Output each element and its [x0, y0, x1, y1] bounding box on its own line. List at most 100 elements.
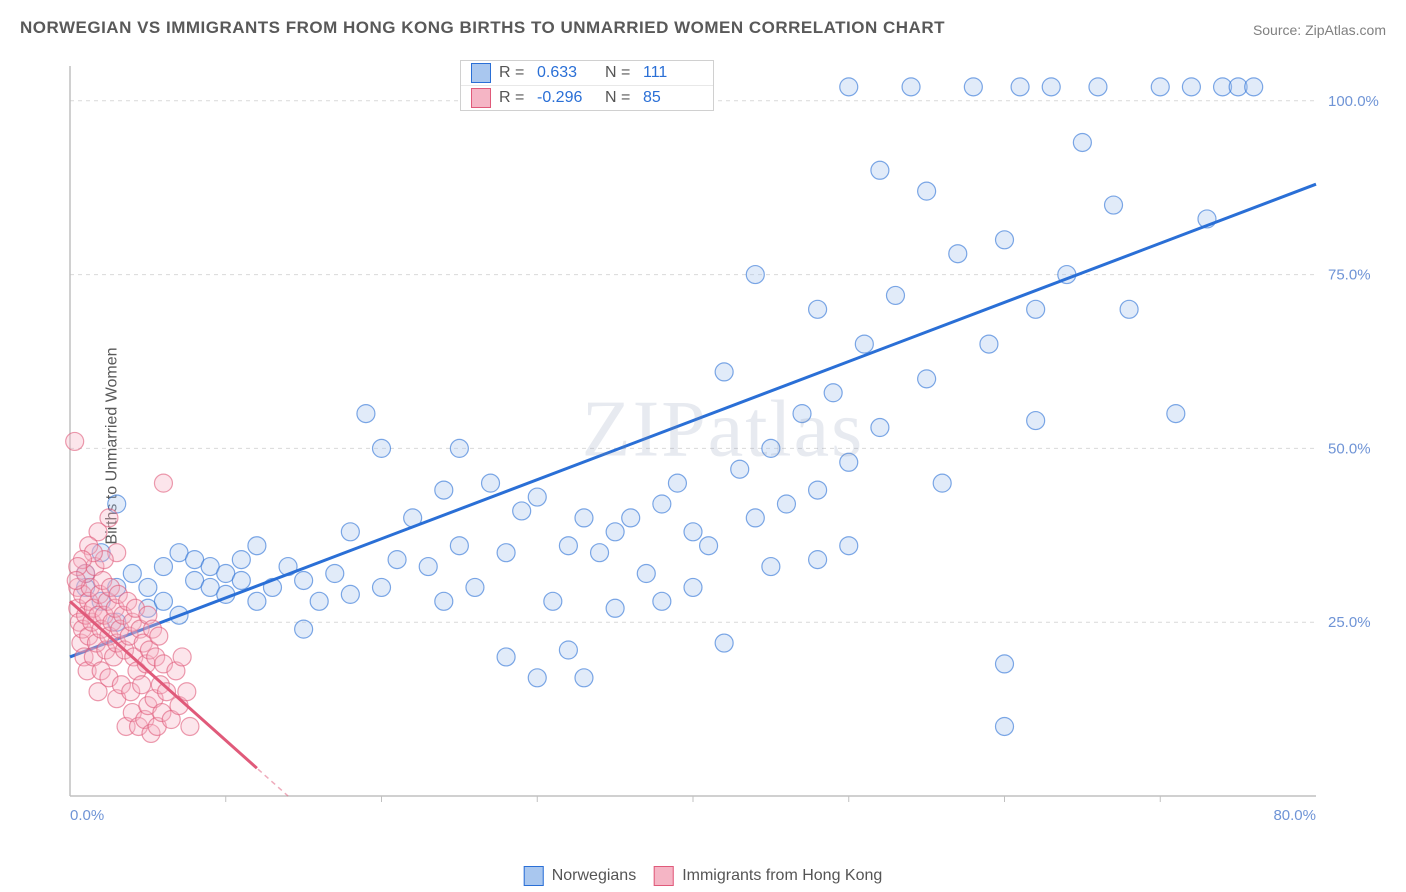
scatter-point [700, 537, 718, 555]
scatter-point [684, 523, 702, 541]
scatter-point [181, 717, 199, 735]
scatter-point [575, 669, 593, 687]
scatter-point [591, 544, 609, 562]
scatter-point [668, 474, 686, 492]
scatter-point [139, 578, 157, 596]
scatter-point [996, 231, 1014, 249]
scatter-point [150, 627, 168, 645]
scatter-point [1011, 78, 1029, 96]
scatter-point [840, 78, 858, 96]
legend-item: Norwegians [524, 866, 636, 886]
stats-legend: R =0.633N =111R =-0.296N =85 [460, 60, 714, 111]
scatter-point [715, 634, 733, 652]
scatter-point [419, 558, 437, 576]
stats-row: R =-0.296N =85 [461, 85, 713, 110]
source-value: ZipAtlas.com [1305, 22, 1386, 38]
scatter-point [373, 578, 391, 596]
scatter-point [450, 439, 468, 457]
scatter-point [715, 363, 733, 381]
y-tick-label: 100.0% [1328, 93, 1379, 110]
stat-n-value: 85 [643, 89, 703, 107]
chart-title: NORWEGIAN VS IMMIGRANTS FROM HONG KONG B… [20, 18, 945, 38]
x-tick-label: 0.0% [70, 807, 104, 824]
legend-swatch [524, 866, 544, 886]
scatter-point [1027, 300, 1045, 318]
scatter-point [1151, 78, 1169, 96]
scatter-point [855, 335, 873, 353]
scatter-point [793, 405, 811, 423]
legend-swatch [471, 63, 491, 83]
scatter-point [902, 78, 920, 96]
scatter-point [762, 439, 780, 457]
scatter-point [341, 585, 359, 603]
legend-swatch [471, 88, 491, 108]
scatter-point [1027, 412, 1045, 430]
scatter-point [435, 481, 453, 499]
scatter-point [777, 495, 795, 513]
scatter-point [840, 453, 858, 471]
scatter-point [528, 488, 546, 506]
scatter-point [326, 565, 344, 583]
scatter-point [373, 439, 391, 457]
scatter-point [746, 266, 764, 284]
scatter-point [388, 551, 406, 569]
scatter-point [918, 370, 936, 388]
scatter-point [840, 537, 858, 555]
stats-row: R = 0.633 N = 111 [461, 61, 713, 85]
legend-item: Immigrants from Hong Kong [654, 866, 882, 886]
stat-n-label: N = [605, 64, 635, 82]
scatter-point [450, 537, 468, 555]
scatter-point [1042, 78, 1060, 96]
scatter-point [1105, 196, 1123, 214]
scatter-point [653, 495, 671, 513]
scatter-point [1073, 133, 1091, 151]
scatter-point [996, 655, 1014, 673]
stat-n-label: N = [605, 89, 635, 107]
scatter-point [66, 432, 84, 450]
scatter-point [357, 405, 375, 423]
scatter-point [173, 648, 191, 666]
stat-r-value: 0.633 [537, 64, 597, 82]
legend-label: Immigrants from Hong Kong [682, 867, 882, 885]
scatter-point [824, 384, 842, 402]
series-legend: Norwegians Immigrants from Hong Kong [524, 866, 883, 886]
scatter-point [918, 182, 936, 200]
scatter-point [949, 245, 967, 263]
scatter-point [133, 676, 151, 694]
scatter-point [248, 592, 266, 610]
scatter-point [310, 592, 328, 610]
scatter-point [871, 161, 889, 179]
scatter-point [731, 460, 749, 478]
scatter-point [684, 578, 702, 596]
scatter-point [497, 544, 515, 562]
scatter-point [1089, 78, 1107, 96]
chart-canvas: 25.0%50.0%75.0%100.0%0.0%80.0% [60, 56, 1386, 836]
scatter-point [544, 592, 562, 610]
scatter-point [1182, 78, 1200, 96]
scatter-point [622, 509, 640, 527]
scatter-point [1245, 78, 1263, 96]
scatter-point [248, 537, 266, 555]
scatter-point [762, 558, 780, 576]
scatter-point [154, 558, 172, 576]
scatter-point [435, 592, 453, 610]
stat-n-value: 111 [643, 64, 703, 82]
scatter-plot: 25.0%50.0%75.0%100.0%0.0%80.0% ZIPatlas [60, 56, 1386, 836]
scatter-point [809, 551, 827, 569]
scatter-point [513, 502, 531, 520]
scatter-point [528, 669, 546, 687]
scatter-point [637, 565, 655, 583]
scatter-point [606, 599, 624, 617]
legend-label: Norwegians [552, 867, 636, 885]
scatter-point [295, 571, 313, 589]
scatter-point [154, 474, 172, 492]
scatter-point [67, 571, 85, 589]
scatter-point [232, 571, 250, 589]
scatter-point [886, 286, 904, 304]
scatter-point [964, 78, 982, 96]
stat-r-label: R = [499, 64, 529, 82]
scatter-point [482, 474, 500, 492]
scatter-point [466, 578, 484, 596]
scatter-point [1167, 405, 1185, 423]
scatter-point [295, 620, 313, 638]
